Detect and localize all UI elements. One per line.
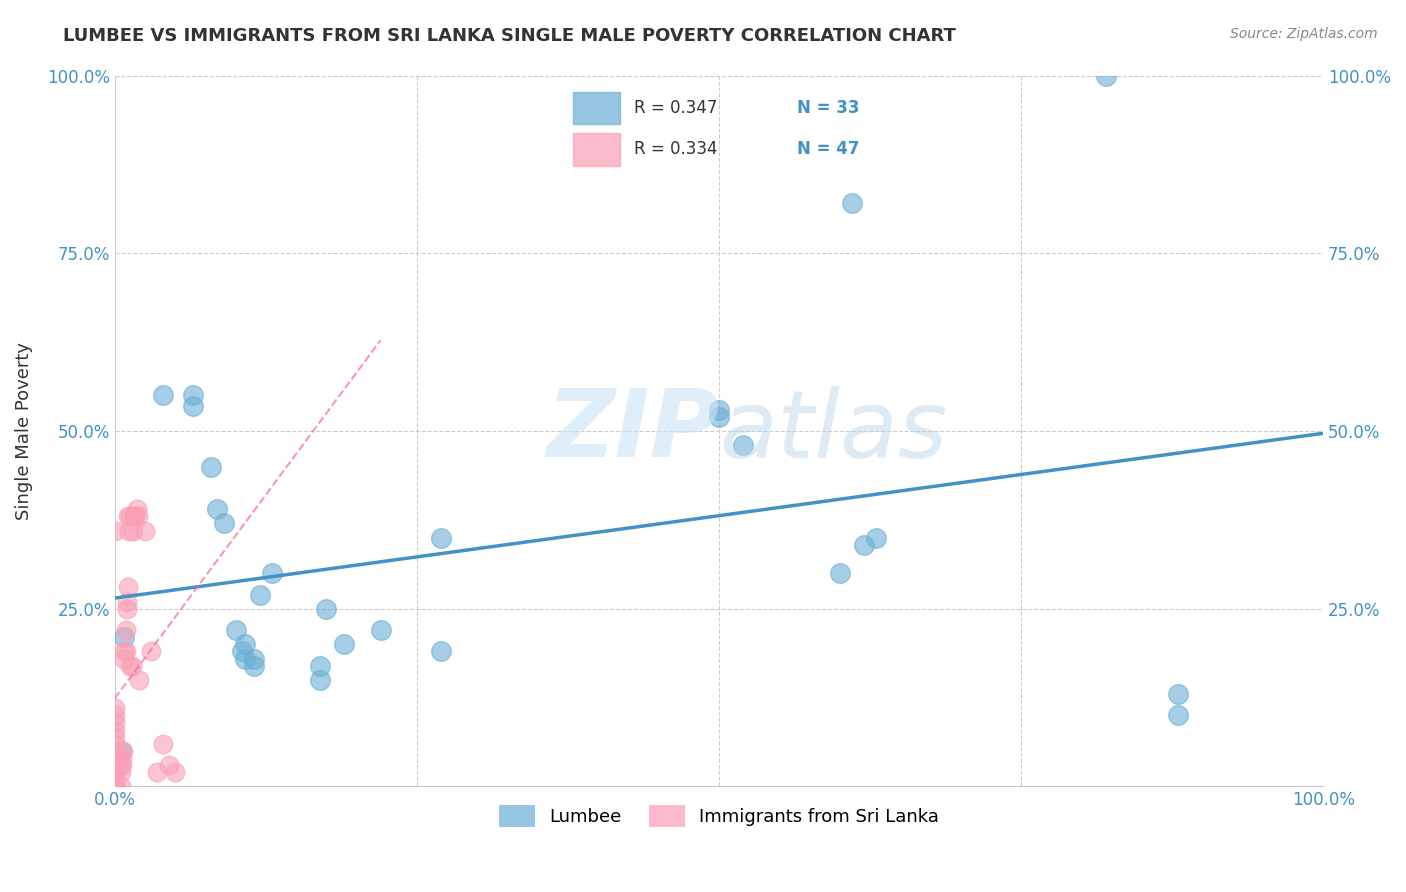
- Point: [104, 730, 127, 744]
- Point: [110, 758, 132, 772]
- Point: [309, 658, 332, 673]
- Point: [110, 765, 132, 780]
- Point: [120, 509, 142, 524]
- Point: [127, 509, 149, 524]
- Point: [120, 658, 142, 673]
- Point: [233, 637, 256, 651]
- Text: ZIP: ZIP: [546, 385, 718, 477]
- Point: [121, 658, 143, 673]
- Point: [115, 594, 138, 608]
- Point: [707, 402, 730, 417]
- Point: [104, 524, 127, 538]
- Point: [104, 780, 127, 794]
- Point: [1094, 69, 1116, 83]
- Point: [152, 737, 174, 751]
- Point: [249, 588, 271, 602]
- Point: [1167, 687, 1189, 701]
- Point: [112, 630, 135, 644]
- Point: [114, 623, 136, 637]
- Point: [104, 744, 127, 758]
- Point: [200, 459, 222, 474]
- Text: Source: ZipAtlas.com: Source: ZipAtlas.com: [1230, 27, 1378, 41]
- Point: [146, 765, 169, 780]
- Point: [225, 623, 247, 637]
- Point: [212, 516, 235, 531]
- Point: [111, 751, 134, 765]
- Point: [104, 765, 127, 780]
- Point: [122, 509, 145, 524]
- Point: [309, 673, 332, 687]
- Point: [315, 601, 337, 615]
- Point: [260, 566, 283, 581]
- Point: [124, 509, 146, 524]
- Point: [430, 644, 453, 658]
- Point: [128, 673, 150, 687]
- Y-axis label: Single Male Poverty: Single Male Poverty: [15, 342, 32, 520]
- Point: [104, 715, 127, 730]
- Point: [157, 758, 180, 772]
- Point: [125, 502, 148, 516]
- Point: [104, 758, 127, 772]
- Point: [104, 701, 127, 715]
- Point: [117, 581, 139, 595]
- Point: [114, 644, 136, 658]
- Point: [841, 196, 863, 211]
- Point: [707, 409, 730, 424]
- Point: [134, 524, 156, 538]
- Point: [112, 644, 135, 658]
- Point: [1167, 708, 1189, 723]
- Point: [139, 644, 162, 658]
- Point: [242, 658, 264, 673]
- Point: [231, 644, 253, 658]
- Point: [733, 438, 755, 452]
- Text: LUMBEE VS IMMIGRANTS FROM SRI LANKA SINGLE MALE POVERTY CORRELATION CHART: LUMBEE VS IMMIGRANTS FROM SRI LANKA SING…: [63, 27, 956, 45]
- Point: [207, 502, 229, 516]
- Point: [117, 509, 139, 524]
- Point: [430, 531, 453, 545]
- Point: [333, 637, 356, 651]
- Point: [104, 737, 127, 751]
- Point: [104, 708, 127, 723]
- Point: [111, 758, 134, 772]
- Point: [104, 780, 127, 794]
- Point: [122, 524, 145, 538]
- Point: [828, 566, 851, 581]
- Point: [104, 780, 127, 794]
- Point: [181, 399, 204, 413]
- Text: atlas: atlas: [718, 385, 948, 476]
- Point: [104, 780, 127, 794]
- Point: [112, 651, 135, 665]
- Point: [104, 765, 127, 780]
- Point: [104, 723, 127, 737]
- Point: [242, 651, 264, 665]
- Point: [852, 538, 875, 552]
- Point: [110, 744, 132, 758]
- Point: [112, 744, 135, 758]
- Point: [118, 524, 141, 538]
- Point: [370, 623, 392, 637]
- Point: [233, 651, 256, 665]
- Point: [152, 388, 174, 402]
- Point: [104, 780, 127, 794]
- Point: [181, 388, 204, 402]
- Point: [165, 765, 187, 780]
- Point: [110, 780, 132, 794]
- Legend: Lumbee, Immigrants from Sri Lanka: Lumbee, Immigrants from Sri Lanka: [492, 797, 946, 834]
- Point: [115, 601, 138, 615]
- Point: [865, 531, 887, 545]
- Point: [104, 751, 127, 765]
